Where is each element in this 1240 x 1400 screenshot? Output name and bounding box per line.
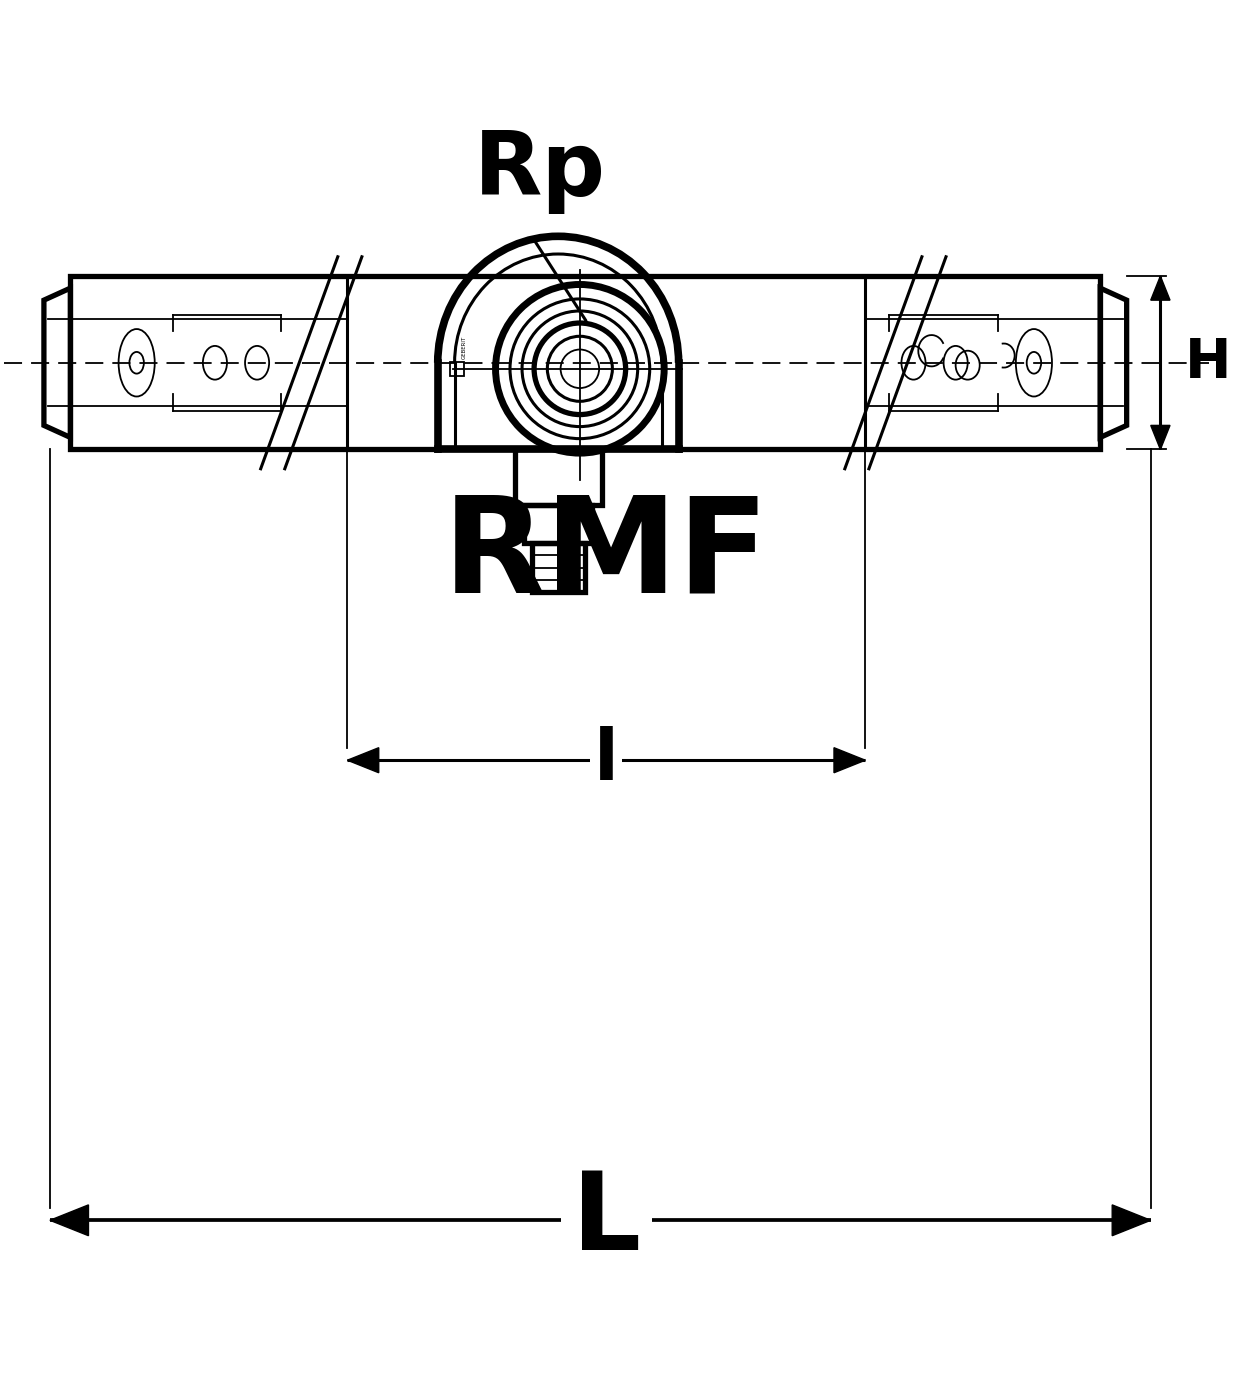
Text: Rp: Rp xyxy=(474,126,606,214)
Polygon shape xyxy=(1151,426,1171,449)
Bar xyxy=(532,543,585,592)
Polygon shape xyxy=(835,748,866,773)
Bar xyxy=(71,276,1100,449)
Bar xyxy=(450,361,464,377)
Text: GEBERIT: GEBERIT xyxy=(461,336,466,360)
Polygon shape xyxy=(1151,276,1171,300)
Text: l: l xyxy=(594,725,619,795)
Polygon shape xyxy=(1112,1205,1151,1236)
Polygon shape xyxy=(347,748,378,773)
Bar xyxy=(515,449,601,505)
Text: RMF: RMF xyxy=(443,490,770,620)
Text: L: L xyxy=(572,1168,641,1273)
Bar xyxy=(525,505,591,543)
Polygon shape xyxy=(50,1205,88,1236)
Text: H: H xyxy=(1184,336,1231,389)
